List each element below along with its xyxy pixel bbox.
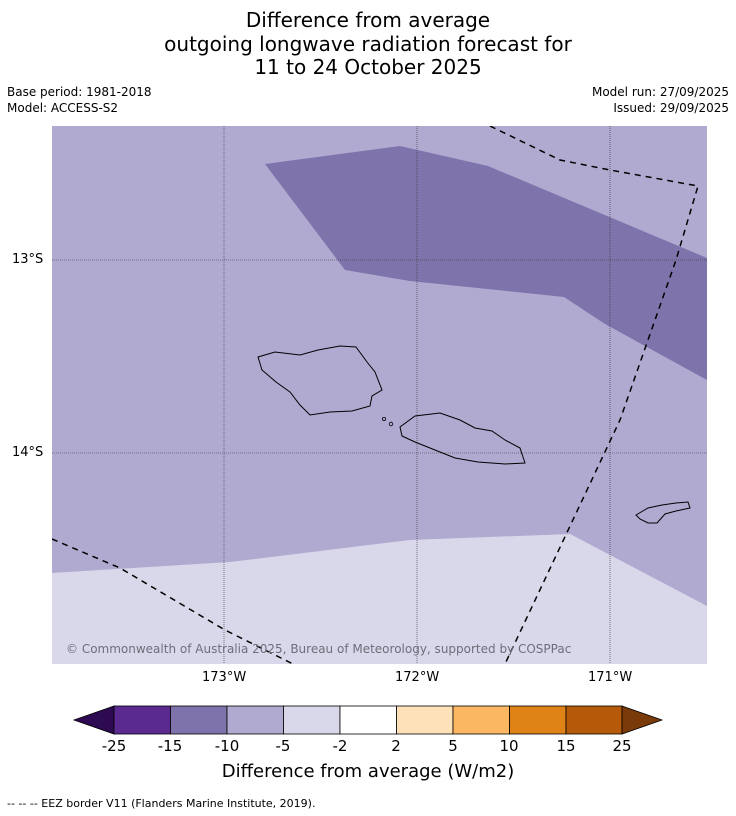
colorbar-tick-minus10: -10 <box>214 737 240 755</box>
islet-apolima <box>388 421 394 427</box>
colorbar-tick-10: 10 <box>499 737 519 755</box>
lat-label-14s: 14°S <box>12 445 44 460</box>
colorbar <box>72 705 664 735</box>
eez-border-north <box>489 126 699 664</box>
colorbar-tick-25: 25 <box>612 737 632 755</box>
model-run: Model run: 27/09/2025 <box>591 85 729 99</box>
colorbar-segment-minus15-to-minus10 <box>170 705 228 735</box>
colorbar-arrow-low <box>72 705 115 735</box>
colorbar-segment-minus5-to-minus2 <box>283 705 341 735</box>
colorbar-segment-5-to-10 <box>452 705 510 735</box>
colorbar-tick-2: 2 <box>391 737 401 755</box>
region-anomaly-minus10-to-minus15 <box>265 146 707 380</box>
colorbar-tick-minus2: -2 <box>332 737 348 755</box>
colorbar-title: Difference from average (W/m2) <box>221 761 515 782</box>
colorbar-arrow-high <box>621 705 664 735</box>
map-copyright: © Commonwealth of Australia 2025, Bureau… <box>66 642 571 656</box>
colorbar-tick-15: 15 <box>556 737 576 755</box>
island-upolu <box>399 412 526 465</box>
island-tutuila <box>635 501 691 524</box>
issued-date: Issued: 29/09/2025 <box>613 101 729 115</box>
colorbar-segment-10-to-15 <box>509 705 567 735</box>
model-name: Model: ACCESS-S2 <box>7 101 119 115</box>
eez-border-southwest <box>52 538 294 664</box>
colorbar-tick-minus25: -25 <box>101 737 127 755</box>
region-anomaly-minus2-to-minus5 <box>52 534 707 664</box>
colorbar-segment-minus2-to-2 <box>339 705 397 735</box>
title-line-2: outgoing longwave radiation forecast for <box>164 32 572 56</box>
lon-label-172w: 172°W <box>395 670 440 685</box>
title-line-1: Difference from average <box>245 8 491 32</box>
base-period: Base period: 1981-2018 <box>7 85 152 99</box>
lon-label-173w: 173°W <box>202 670 247 685</box>
islet-manono <box>381 416 386 421</box>
lat-label-13s: 13°S <box>12 252 44 267</box>
colorbar-segment-15-to-25 <box>565 705 623 735</box>
colorbar-segment-minus10-to-minus5 <box>226 705 284 735</box>
lon-label-171w: 171°W <box>588 670 633 685</box>
colorbar-segment-2-to-5 <box>396 705 454 735</box>
colorbar-tick-minus15: -15 <box>157 737 183 755</box>
eez-legend-note: -- -- -- EEZ border V11 (Flanders Marine… <box>7 797 316 810</box>
title-line-3: 11 to 24 October 2025 <box>254 55 482 79</box>
colorbar-tick-minus5: -5 <box>275 737 291 755</box>
colorbar-segment-minus25-to-minus15 <box>113 705 171 735</box>
colorbar-tick-5: 5 <box>448 737 458 755</box>
island-savaii <box>257 345 383 416</box>
